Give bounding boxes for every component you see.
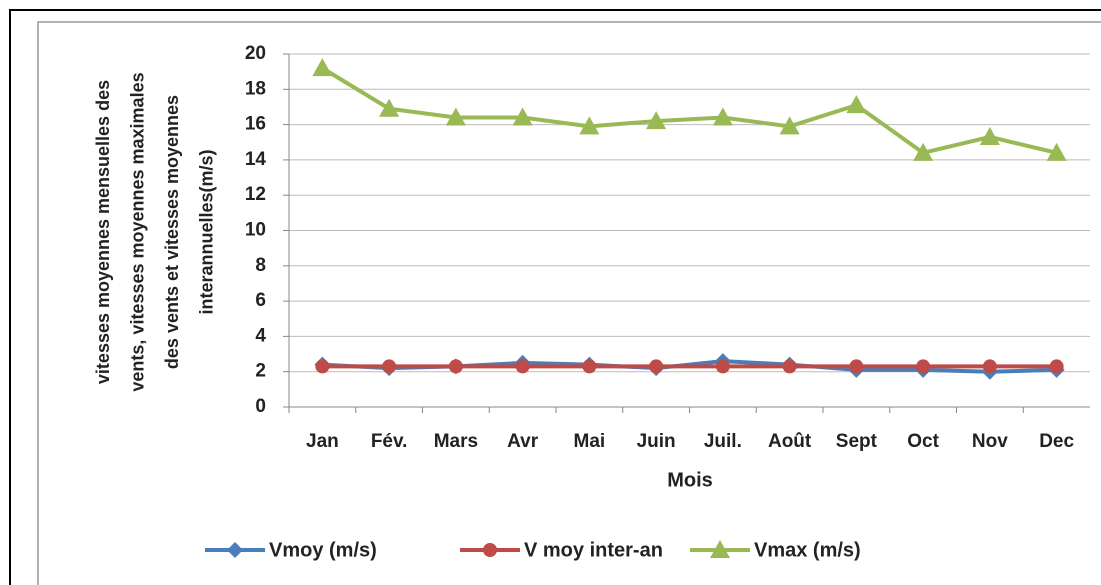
x-tick-label: Avr [507, 431, 539, 452]
x-tick-label: Nov [972, 431, 1008, 452]
data-point [916, 359, 931, 374]
data-point [1046, 142, 1067, 161]
x-tick-label: Juil. [704, 431, 742, 452]
y-axis-title: des vents et vitesses moyennes [162, 95, 182, 369]
y-axis-title: vitesses moyennes mensuelles des [93, 80, 113, 384]
data-point [712, 107, 733, 126]
data-point [382, 359, 397, 374]
y-tick-label: 20 [245, 43, 266, 64]
legend-marker [710, 540, 730, 558]
y-tick-label: 4 [255, 325, 266, 346]
y-tick-label: 8 [255, 255, 266, 276]
data-point [846, 95, 867, 114]
y-tick-label: 12 [245, 184, 266, 205]
data-point [782, 359, 797, 374]
x-tick-label: Mai [574, 431, 606, 452]
data-point [512, 107, 533, 126]
x-tick-label: Jan [306, 431, 339, 452]
x-tick-label: Oct [907, 431, 939, 452]
data-point [379, 98, 400, 117]
data-point [849, 359, 864, 374]
x-tick-label: Mars [434, 431, 478, 452]
legend-label: Vmax (m/s) [754, 539, 861, 561]
data-point [312, 58, 333, 77]
x-tick-label: Sept [836, 431, 878, 452]
legend-marker [227, 542, 243, 558]
y-tick-label: 2 [255, 361, 266, 382]
data-point [779, 116, 800, 135]
frame [9, 9, 1101, 585]
y-tick-label: 0 [255, 396, 266, 417]
data-point [448, 359, 463, 374]
x-tick-label: Dec [1039, 431, 1074, 452]
data-point [649, 359, 664, 374]
data-point [982, 359, 997, 374]
legend-label: Vmoy (m/s) [269, 539, 377, 561]
data-point [646, 111, 667, 130]
data-point [715, 359, 730, 374]
y-axis-title: vents, vitesses moyennes maximales [127, 72, 147, 391]
data-point [515, 359, 530, 374]
y-tick-label: 16 [245, 114, 266, 135]
y-tick-label: 18 [245, 78, 266, 99]
series-line [321, 66, 1058, 155]
data-point [979, 126, 1000, 145]
x-tick-label: Août [768, 431, 812, 452]
x-axis-title: Mois [667, 469, 713, 491]
y-tick-label: 14 [245, 149, 267, 170]
legend-marker [483, 543, 497, 557]
data-point [315, 359, 330, 374]
data-point [582, 359, 597, 374]
y-tick-label: 10 [245, 220, 266, 241]
y-tick-label: 6 [255, 290, 266, 311]
x-tick-label: Juin [637, 431, 676, 452]
chart-border [37, 21, 1101, 585]
data-point [1049, 359, 1064, 374]
data-point [445, 107, 466, 126]
y-axis-title: interannuelles(m/s) [196, 149, 216, 314]
legend-label: V moy inter-an [524, 539, 663, 561]
x-tick-label: Fév. [371, 431, 408, 452]
data-point [913, 142, 934, 161]
data-point [579, 116, 600, 135]
